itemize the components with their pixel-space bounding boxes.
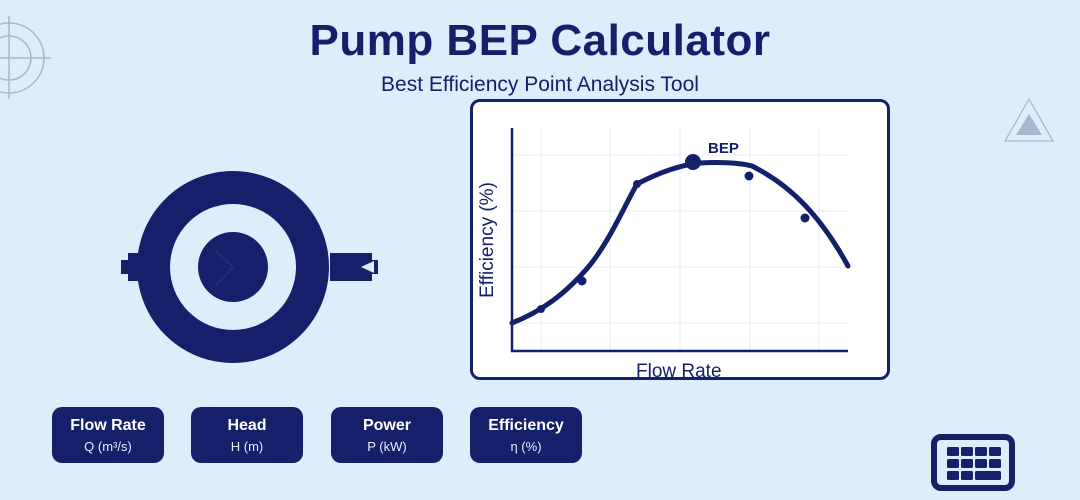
triangle-icon — [1003, 97, 1055, 142]
chart-y-axis-label: Efficiency (%) — [477, 182, 498, 298]
keyboard-icon — [947, 447, 1001, 480]
head-unit: H (m) — [230, 438, 264, 454]
crosshair-icon — [0, 16, 51, 99]
flow-rate-button[interactable]: Flow Rate Q (m³/s) — [52, 407, 164, 463]
power-label: Power — [362, 416, 411, 434]
power-button[interactable]: Power P (kW) — [331, 407, 443, 463]
chart-plot — [509, 128, 851, 353]
pump-icon — [121, 171, 378, 363]
keyboard-button[interactable] — [931, 434, 1015, 491]
bep-annotation: BEP — [708, 140, 739, 157]
efficiency-button[interactable]: Efficiency η (%) — [470, 407, 582, 463]
bep-point — [685, 154, 701, 170]
head-button[interactable]: Head H (m) — [191, 407, 303, 463]
efficiency-chart — [470, 99, 890, 380]
efficiency-label: Efficiency — [488, 416, 564, 434]
efficiency-unit: η (%) — [510, 438, 542, 454]
head-label: Head — [227, 416, 267, 434]
power-unit: P (kW) — [367, 438, 407, 454]
page-subtitle: Best Efficiency Point Analysis Tool — [381, 73, 699, 96]
chart-x-axis-label: Flow Rate — [636, 361, 722, 382]
flow-rate-label: Flow Rate — [70, 416, 146, 434]
page-title: Pump BEP Calculator — [309, 16, 771, 65]
flow-rate-unit: Q (m³/s) — [84, 438, 132, 454]
